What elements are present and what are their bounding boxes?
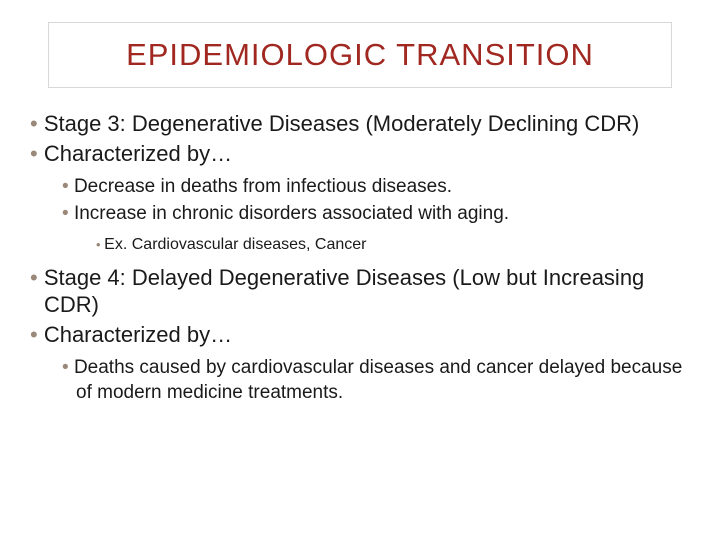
bullet-level2: Decrease in deaths from infectious disea…	[20, 175, 700, 200]
slide: EPIDEMIOLOGIC TRANSITION Stage 3: Degene…	[0, 0, 720, 540]
bullet-level1: Stage 3: Degenerative Diseases (Moderate…	[20, 110, 700, 138]
content-area: Stage 3: Degenerative Diseases (Moderate…	[20, 110, 700, 408]
bullet-level1: Characterized by…	[20, 321, 700, 349]
bullet-level3: Ex. Cardiovascular diseases, Cancer	[20, 234, 700, 256]
title-box: EPIDEMIOLOGIC TRANSITION	[48, 22, 672, 88]
slide-title: EPIDEMIOLOGIC TRANSITION	[126, 37, 594, 73]
bullet-level2: Increase in chronic disorders associated…	[20, 202, 700, 227]
bullet-level1: Stage 4: Delayed Degenerative Diseases (…	[20, 264, 700, 319]
bullet-level1: Characterized by…	[20, 140, 700, 168]
bullet-level2: Deaths caused by cardiovascular diseases…	[20, 356, 700, 405]
